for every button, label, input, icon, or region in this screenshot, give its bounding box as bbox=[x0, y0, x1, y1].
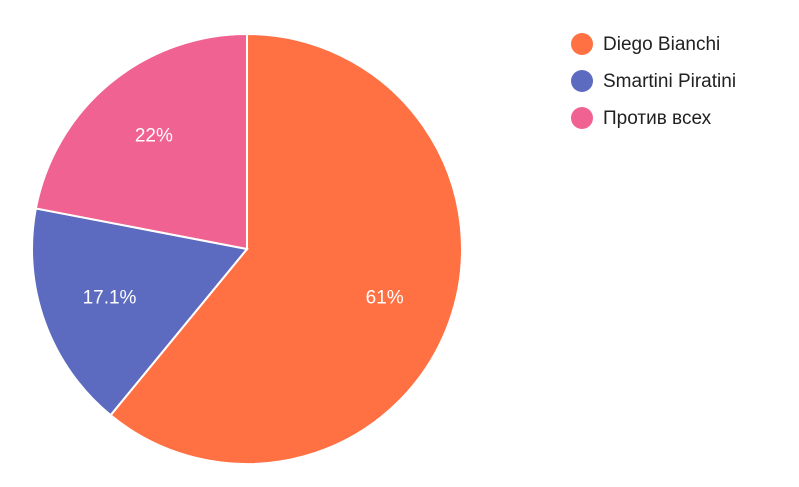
pie-slice-0[interactable] bbox=[109, 32, 463, 465]
pie-slice-label-0: 61% bbox=[366, 287, 404, 308]
legend-item-0[interactable]: Diego Bianchi bbox=[571, 33, 720, 55]
pie-slice-label-1: 17.1% bbox=[83, 288, 137, 309]
legend: Diego Bianchi Smartini Piratini Против все… bbox=[571, 33, 736, 129]
pie-slices bbox=[31, 32, 463, 465]
pie-slice-label-2: 22% bbox=[135, 125, 173, 146]
pie-slice-1[interactable] bbox=[31, 207, 249, 417]
legend-item-2[interactable]: Против всех bbox=[571, 107, 712, 129]
legend-swatch-0 bbox=[571, 33, 593, 55]
pie-slice-2[interactable] bbox=[34, 32, 248, 251]
legend-swatch-1 bbox=[571, 70, 593, 92]
legend-label-0: Diego Bianchi bbox=[603, 34, 720, 55]
pie-slice-labels: 61% 17.1% 22% bbox=[83, 125, 404, 308]
legend-label-1: Smartini Piratini bbox=[603, 71, 736, 92]
legend-swatch-2 bbox=[571, 107, 593, 129]
legend-item-1[interactable]: Smartini Piratini bbox=[571, 70, 736, 92]
legend-label-2: Против всех bbox=[603, 108, 712, 129]
